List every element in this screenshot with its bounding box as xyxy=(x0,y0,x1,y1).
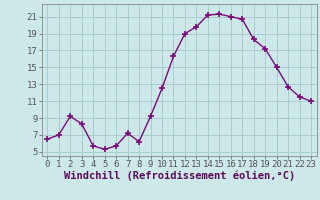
X-axis label: Windchill (Refroidissement éolien,°C): Windchill (Refroidissement éolien,°C) xyxy=(64,171,295,181)
